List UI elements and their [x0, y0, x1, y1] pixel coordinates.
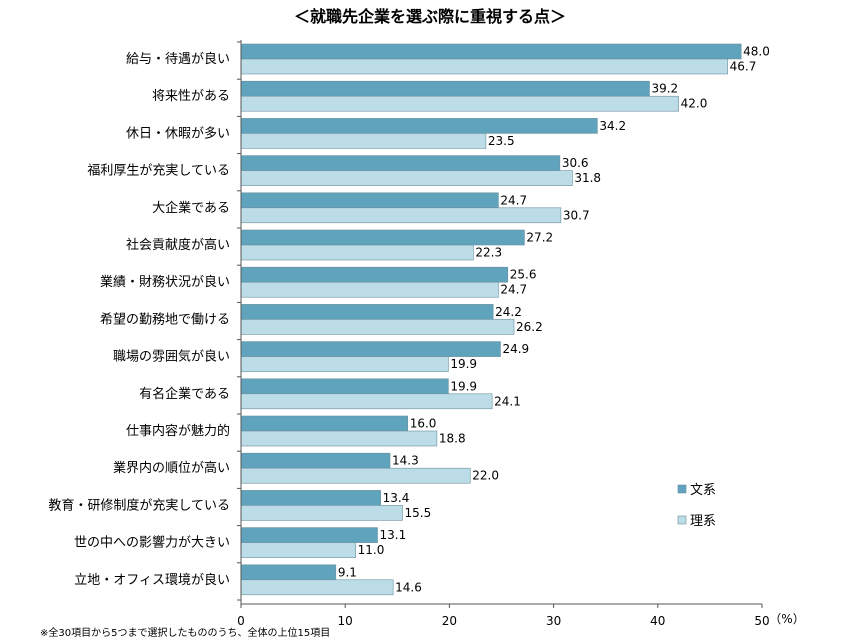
- legend-swatch-bunkei: [677, 484, 687, 494]
- value-label-bunkei: 30.6: [562, 156, 589, 170]
- category-label: 業績・財務状況が良い: [100, 274, 230, 290]
- category-label: 社会貢献度が高い: [126, 237, 230, 253]
- category-label: 立地・オフィス環境が良い: [74, 572, 230, 588]
- bar-rikei: [240, 319, 515, 335]
- category-label: 将来性がある: [152, 89, 230, 104]
- legend-label-bunkei: 文系: [690, 483, 716, 498]
- value-label-rikei: 11.0: [358, 543, 385, 557]
- x-tick-label: 30: [546, 614, 561, 628]
- bar-bunkei: [240, 80, 650, 97]
- bar-bunkei: [240, 118, 598, 134]
- bar-rikei: [240, 393, 493, 410]
- bar-bunkei: [240, 304, 494, 320]
- bar-rikei: [240, 430, 438, 447]
- value-label-bunkei: 13.1: [380, 528, 407, 542]
- x-tick-label: 40: [650, 614, 665, 628]
- category-label: 有名企業である: [139, 386, 230, 402]
- value-label-rikei: 46.7: [730, 60, 757, 74]
- legend-swatch-rikei: [677, 515, 687, 525]
- value-label-rikei: 19.9: [450, 357, 477, 371]
- bar-bunkei: [240, 341, 501, 357]
- bar-rikei: [240, 505, 403, 521]
- value-label-rikei: 24.1: [494, 394, 521, 408]
- value-label-bunkei: 25.6: [510, 268, 537, 282]
- bar-bunkei: [240, 378, 449, 395]
- category-label: 大企業である: [152, 200, 230, 216]
- value-label-rikei: 14.6: [395, 580, 422, 594]
- legend-label-rikei: 理系: [690, 514, 716, 529]
- value-label-bunkei: 39.2: [651, 82, 678, 96]
- value-label-rikei: 22.0: [472, 469, 499, 483]
- bar-rikei: [240, 170, 573, 186]
- bar-rikei: [240, 95, 679, 112]
- category-label: 業界内の順位が高い: [113, 460, 230, 476]
- x-tick-label: 50: [754, 614, 769, 628]
- value-label-bunkei: 16.0: [410, 417, 437, 431]
- bar-rikei: [240, 356, 449, 372]
- footnote: ※全30項目から5つまで選択したもののうち、全体の上位15項目: [40, 626, 330, 638]
- value-label-rikei: 26.2: [516, 320, 543, 334]
- value-label-bunkei: 14.3: [392, 454, 419, 468]
- category-label: 休日・休暇が多い: [126, 125, 230, 141]
- x-tick-label: 20: [442, 614, 457, 628]
- bar-bunkei: [240, 490, 381, 506]
- bar-rikei: [240, 244, 474, 261]
- value-label-rikei: 30.7: [563, 208, 590, 222]
- bar-bunkei: [240, 43, 742, 60]
- category-label: 福利厚生が充実している: [87, 163, 230, 179]
- bar-bunkei: [240, 564, 337, 581]
- x-axis-unit: （%）: [769, 612, 804, 626]
- bar-rikei: [240, 579, 394, 596]
- bar-rikei: [240, 207, 562, 224]
- bar-rikei: [240, 542, 356, 558]
- value-label-bunkei: 13.4: [383, 491, 410, 505]
- value-label-rikei: 18.8: [439, 432, 466, 446]
- chart-title: ＜就職先企業を選ぶ際に重視する点＞: [294, 7, 566, 26]
- value-label-bunkei: 24.7: [500, 193, 527, 207]
- value-label-bunkei: 24.9: [502, 342, 529, 356]
- x-tick-label: 0: [237, 614, 245, 628]
- bar-rikei: [240, 133, 487, 149]
- value-label-bunkei: 48.0: [743, 45, 770, 59]
- bar-bunkei: [240, 527, 378, 543]
- bar-bunkei: [240, 229, 525, 246]
- bar-bunkei: [240, 155, 561, 171]
- value-label-rikei: 23.5: [488, 134, 515, 148]
- bar-bunkei: [240, 452, 391, 469]
- value-label-rikei: 22.3: [475, 246, 502, 260]
- category-label: 希望の勤務地で働ける: [100, 311, 230, 327]
- value-label-bunkei: 19.9: [450, 379, 477, 393]
- value-label-bunkei: 34.2: [599, 119, 626, 133]
- category-label: 教育・研修制度が充実している: [48, 497, 230, 513]
- bar-rikei: [240, 467, 471, 484]
- value-label-rikei: 31.8: [574, 171, 601, 185]
- bar-bunkei: [240, 192, 499, 209]
- bar-rikei: [240, 281, 499, 298]
- category-label: 仕事内容が魅力的: [126, 423, 230, 439]
- value-label-bunkei: 24.2: [495, 305, 522, 319]
- bar-bunkei: [240, 415, 409, 432]
- category-label: 職場の雰囲気が良い: [113, 349, 230, 365]
- category-label: 給与・待遇が良い: [126, 51, 230, 67]
- x-tick-label: 10: [338, 614, 353, 628]
- value-label-bunkei: 27.2: [526, 231, 553, 245]
- value-label-rikei: 24.7: [500, 283, 527, 297]
- category-label: 世の中への影響力が大きい: [74, 535, 230, 551]
- value-label-rikei: 15.5: [405, 506, 432, 520]
- bar-rikei: [240, 58, 728, 75]
- bar-bunkei: [240, 266, 509, 283]
- value-label-bunkei: 9.1: [338, 565, 357, 579]
- value-label-rikei: 42.0: [681, 97, 708, 111]
